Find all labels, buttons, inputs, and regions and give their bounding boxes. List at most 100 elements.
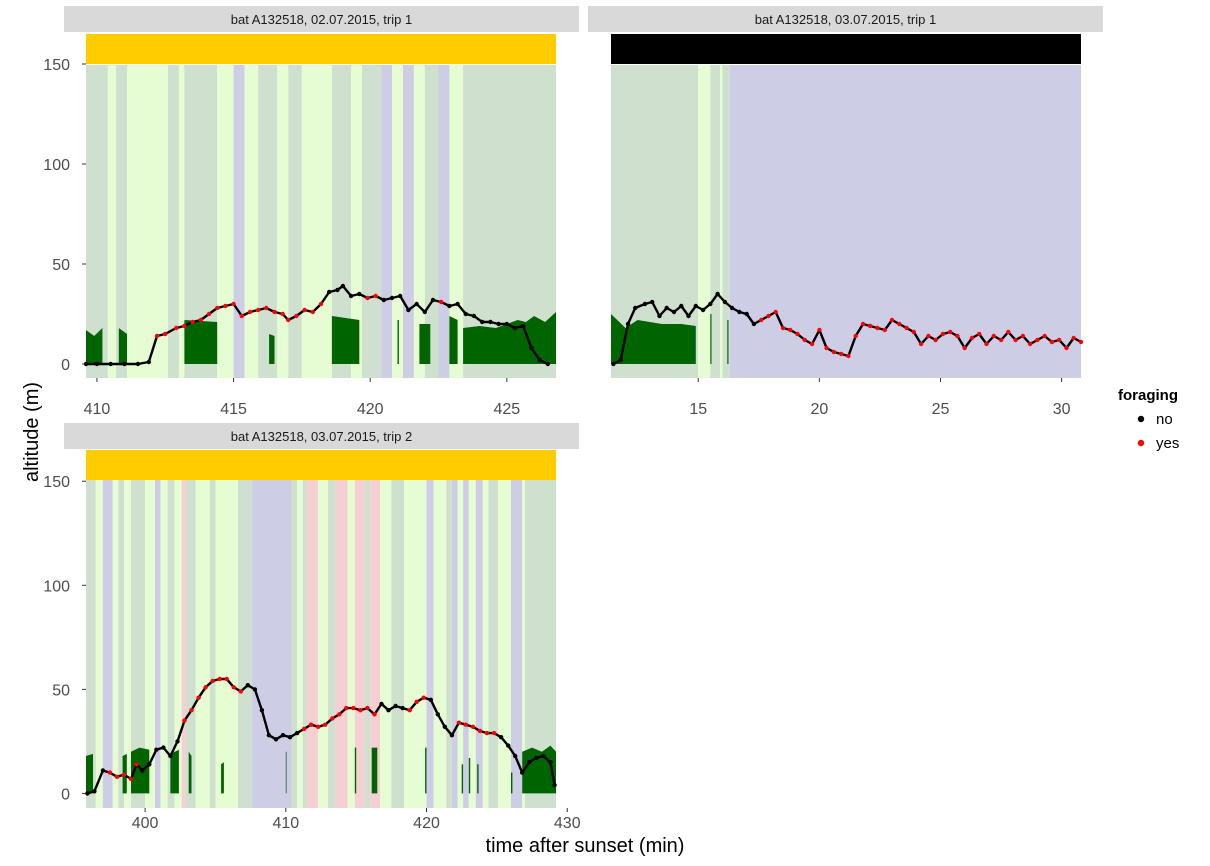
vegetation-area [468,758,471,794]
habitat-band [351,65,362,378]
altitude-point-yes [128,776,134,782]
vegetation-area [170,749,179,794]
altitude-point-yes [904,325,909,331]
habitat-band [107,65,117,378]
altitude-point-no [534,755,539,761]
altitude-point-no [389,295,395,301]
vegetation-area [86,328,103,364]
altitude-point-yes [463,722,469,727]
altitude-point-no [708,301,713,307]
altitude-point-yes [323,722,328,727]
altitude-point-yes [198,317,203,323]
habitat-band [178,65,185,378]
panel-2-title: bat A132518, 03.07.2015, trip 1 [755,12,936,27]
legend-key-yes-point [1137,439,1145,447]
habitat-band [116,65,127,378]
altitude-point-no [480,319,485,325]
altitude-point-yes [301,726,307,732]
altitude-point-no [633,305,638,311]
altitude-point-no [161,745,166,750]
altitude-point-no [541,753,546,759]
habitat-band [277,65,289,378]
x-tick-label: 420 [413,815,440,832]
altitude-point-yes [210,678,215,684]
habitat-band [306,480,319,808]
habitat-band [95,480,103,808]
habitat-band [468,480,476,808]
altitude-point-no [398,293,403,299]
altitude-point-yes [365,705,370,711]
altitude-point-yes [134,762,139,767]
x-tick-label: 415 [220,401,247,418]
altitude-point-no [737,309,742,315]
altitude-point-no [175,739,180,744]
altitude-point-yes [223,303,228,309]
altitude-point-yes [121,772,127,777]
habitat-band [457,480,464,808]
altitude-point-yes [286,317,291,323]
altitude-point-no [294,730,300,736]
habitat-band [402,65,414,378]
habitat-band [328,480,336,808]
y-tick-label: 50 [52,682,70,699]
altitude-point-yes [351,705,356,711]
altitude-point-yes [196,695,201,700]
vegetation-area [449,316,458,364]
altitude-point-no [700,307,706,313]
panels-group: bat A132518, 02.07.2015, trip 1 410 415 420… [43,6,1103,832]
altitude-point-yes [868,323,873,329]
vegetation-area [710,314,712,364]
altitude-point-yes [114,774,120,779]
altitude-point-no [393,703,398,709]
panel-1-strip [64,6,579,32]
altitude-point-yes [365,295,370,301]
habitat-band [498,480,511,808]
vegetation-area [511,772,513,794]
vegetation-area [477,764,479,794]
altitude-point-no [664,305,669,311]
altitude-point-yes [190,319,195,325]
x-tick-label: 30 [1053,401,1071,418]
altitude-point-yes [238,689,243,694]
habitat-band [252,480,292,808]
habitat-band [335,480,348,808]
y-tick-label: 0 [61,786,70,803]
habitat-band [392,65,403,378]
altitude-point-no [135,361,141,367]
altitude-point-no [722,299,728,305]
altitude-point-yes [839,351,844,357]
vegetation-area [269,334,275,364]
altitude-point-yes [280,311,285,317]
panel-2-strip [588,6,1103,32]
altitude-point-no [273,737,279,742]
altitude-point-yes [414,699,419,704]
altitude-point-yes [182,718,187,723]
altitude-point-yes [373,293,378,299]
panel-2-light-bar [611,34,1081,64]
altitude-point-yes [372,712,377,717]
habitat-band [154,480,161,808]
habitat-band [451,480,458,808]
altitude-point-no [287,735,293,740]
altitude-point-no [340,283,346,289]
altitude-point-yes [809,341,815,347]
altitude-point-no [527,760,532,765]
altitude-point-yes [318,301,324,307]
habitat-band [302,480,307,808]
x-tick-label: 25 [932,401,950,418]
habitat-band [433,480,447,808]
altitude-point-no [428,697,433,702]
x-tick-label: 15 [689,401,707,418]
altitude-point-yes [294,313,299,319]
altitude-point-yes [182,323,187,329]
altitude-point-no [266,733,272,738]
habitat-band [86,65,108,378]
altitude-point-no [504,321,509,327]
habitat-band [463,480,469,808]
y-tick-label: 150 [43,57,70,74]
altitude-point-no [537,357,542,363]
habitat-band [446,480,452,808]
altitude-point-no [488,319,493,325]
altitude-point-no [447,303,452,309]
habitat-band [729,65,737,378]
